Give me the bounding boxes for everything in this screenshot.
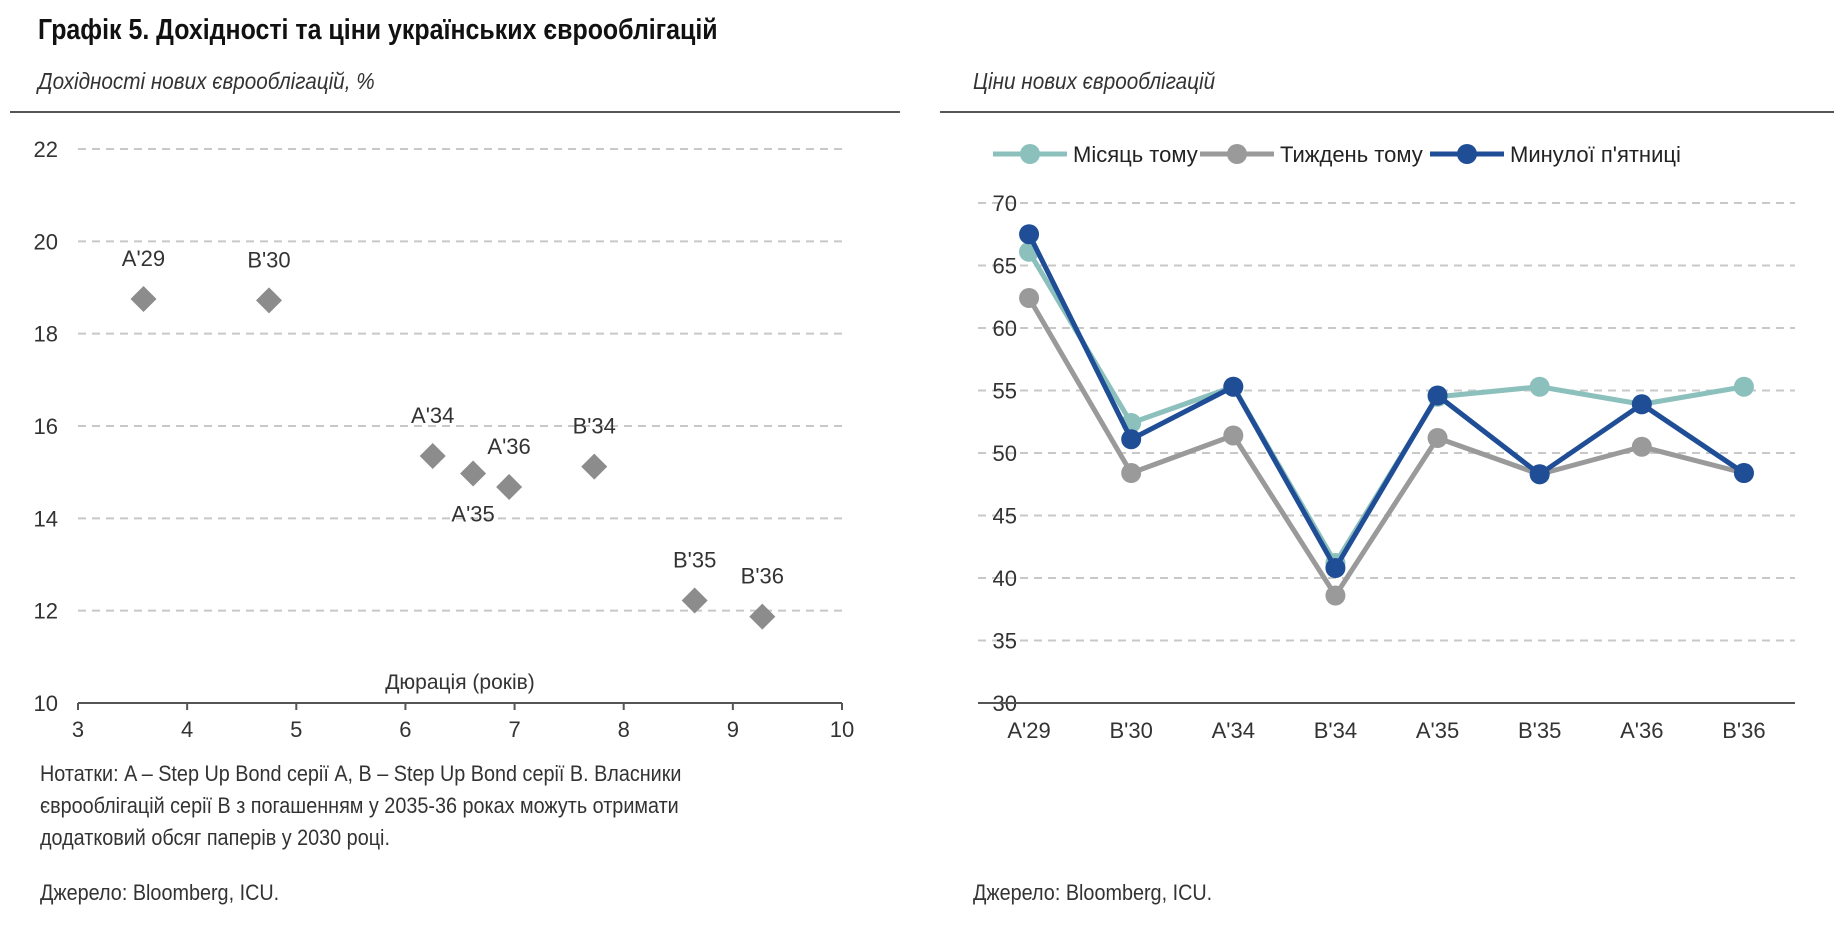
scatter-point-label: B'36: [741, 564, 784, 589]
right-chart-subtitle: Ціни нових єврооблігацій: [973, 68, 1216, 94]
line-x-tick-label: A'29: [1007, 718, 1050, 743]
line-x-tick-label: A'35: [1416, 718, 1459, 743]
scatter-point-label: A'36: [487, 434, 530, 459]
legend-label: Тиждень тому: [1280, 142, 1423, 167]
legend-label: Минулої п'ятниці: [1510, 142, 1681, 167]
scatter-x-tick-label: 5: [290, 717, 302, 742]
scatter-point-label: B'35: [673, 548, 716, 573]
left-divider: [10, 111, 900, 113]
series-point: [1427, 428, 1448, 448]
legend-swatch-marker: [1020, 144, 1040, 164]
series-point: [1733, 463, 1754, 483]
scatter-y-tick-label: 20: [34, 229, 58, 254]
scatter-x-tick-label: 7: [508, 717, 520, 742]
scatter-y-tick-label: 18: [34, 322, 58, 347]
scatter-y-tick-label: 12: [34, 599, 58, 624]
scatter-x-tick-label: 10: [830, 717, 854, 742]
scatter-point: [681, 587, 708, 614]
line-x-tick-label: B'35: [1518, 718, 1561, 743]
series-point: [1733, 376, 1754, 397]
legend-swatch-marker: [1457, 144, 1477, 164]
series-point: [1529, 376, 1550, 397]
legend-swatch-marker: [1227, 144, 1247, 164]
line-x-tick-label: A'36: [1620, 718, 1663, 743]
scatter-point-label: A'35: [451, 502, 494, 527]
page-title: Графік 5. Дохідності та ціни українських…: [38, 14, 718, 46]
line-x-tick-label: B'30: [1110, 718, 1153, 743]
line-y-tick-label: 45: [993, 504, 1017, 529]
chart-notes: Нотатки: A – Step Up Bond серії A, B – S…: [40, 761, 682, 850]
scatter-point: [581, 453, 608, 480]
left-chart-subtitle: Дохідності нових єврооблігацій, %: [38, 68, 375, 94]
line-y-tick-label: 60: [993, 316, 1017, 341]
line-x-tick-label: B'34: [1314, 718, 1357, 743]
line-y-tick-label: 70: [993, 191, 1017, 216]
left-source: Джерело: Bloomberg, ICU.: [40, 880, 280, 905]
scatter-x-tick-label: 9: [727, 717, 739, 742]
line-y-tick-label: 40: [993, 566, 1017, 591]
series-point: [1325, 585, 1346, 606]
scatter-point: [419, 443, 446, 470]
series-point: [1223, 425, 1244, 446]
right-source: Джерело: Bloomberg, ICU.: [973, 880, 1213, 905]
series-point: [1529, 464, 1550, 485]
series-line: [1026, 233, 1746, 571]
legend-label: Місяць тому: [1073, 142, 1198, 167]
series-point: [1121, 429, 1142, 450]
series-point: [1325, 558, 1346, 578]
series-point: [1121, 463, 1142, 483]
scatter-x-tick-label: 6: [399, 717, 411, 742]
scatter-y-tick-label: 16: [34, 414, 58, 439]
right-divider: [940, 111, 1834, 113]
scatter-y-tick-label: 14: [34, 506, 58, 531]
scatter-x-tick-label: 4: [181, 717, 193, 742]
series-point: [1427, 385, 1448, 406]
series-point: [1223, 376, 1244, 397]
line-y-tick-label: 65: [993, 254, 1017, 279]
scatter-y-tick-label: 10: [34, 691, 58, 716]
scatter-point: [130, 286, 157, 313]
line-y-tick-label: 50: [993, 441, 1017, 466]
line-y-tick-label: 35: [993, 629, 1017, 654]
line-x-tick-label: A'34: [1212, 718, 1255, 743]
scatter-x-axis-title: Дюрація (років): [385, 671, 535, 694]
line-y-tick-label: 55: [993, 379, 1017, 404]
scatter-x-tick-label: 3: [72, 717, 84, 742]
scatter-point-label: B'34: [573, 414, 616, 439]
scatter-point-label: A'29: [122, 246, 165, 271]
series-point: [1631, 394, 1652, 415]
scatter-point: [460, 460, 487, 487]
series-point: [1019, 224, 1040, 245]
scatter-x-tick-label: 8: [618, 717, 630, 742]
scatter-point: [256, 287, 282, 314]
series-line: [1026, 296, 1745, 598]
line-x-tick-label: B'36: [1722, 718, 1765, 743]
scatter-point: [749, 603, 776, 630]
scatter-point-label: B'30: [247, 247, 290, 272]
scatter-point: [496, 473, 523, 500]
series-point: [1019, 288, 1040, 308]
scatter-point-label: A'34: [411, 403, 454, 428]
scatter-y-tick-label: 22: [34, 137, 58, 162]
series-point: [1631, 436, 1652, 457]
